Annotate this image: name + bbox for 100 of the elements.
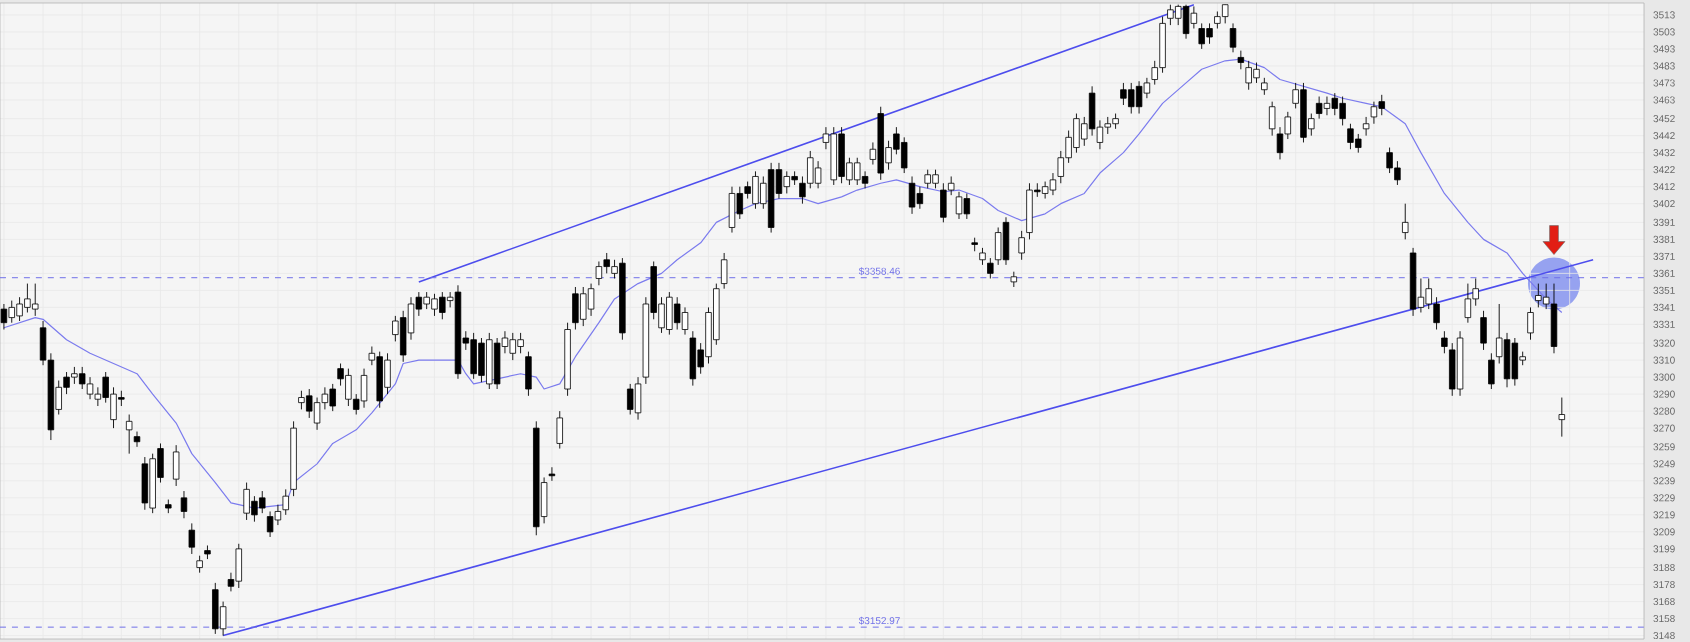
- candlestick: [673, 296, 681, 330]
- candlestick: [1441, 330, 1448, 354]
- candlestick: [360, 368, 368, 409]
- candlestick: [548, 466, 556, 482]
- candlestick: [32, 283, 39, 317]
- candlestick: [1182, 4, 1190, 40]
- candlestick: [1018, 230, 1025, 261]
- candlestick: [1041, 181, 1049, 199]
- candlestick: [1464, 283, 1472, 324]
- candlestick: [1511, 337, 1519, 387]
- candlestick: [517, 332, 524, 354]
- candlestick: [251, 495, 258, 523]
- candlestick: [376, 351, 383, 409]
- candlestick: [987, 257, 994, 279]
- candlestick: [1159, 16, 1166, 74]
- candlestick: [1347, 123, 1354, 150]
- candlestick: [470, 332, 477, 380]
- candlestick: [1323, 96, 1331, 116]
- candlestick: [16, 296, 23, 322]
- candlestick: [838, 126, 845, 184]
- candlestick: [298, 390, 305, 410]
- candlestick: [1449, 342, 1456, 397]
- candlestick: [940, 182, 947, 223]
- candlestick: [235, 543, 242, 589]
- candlestick: [1378, 94, 1385, 116]
- candlestick: [24, 283, 31, 313]
- candlestick: [1120, 82, 1127, 106]
- candlestick: [431, 293, 438, 317]
- candlestick: [932, 169, 939, 189]
- candlestick: [580, 286, 587, 327]
- candlestick: [266, 511, 274, 538]
- candlestick: [752, 170, 759, 210]
- candlestick: [1394, 160, 1401, 186]
- candlestick: [180, 490, 188, 519]
- candlestick: [125, 414, 133, 455]
- candlestick: [1527, 306, 1534, 341]
- candlestick: [133, 431, 141, 448]
- candlestick: [854, 157, 861, 186]
- candlestick: [1245, 60, 1252, 91]
- candlestick: [1488, 352, 1495, 390]
- candlestick: [908, 176, 916, 215]
- candlestick: [572, 286, 579, 330]
- candlestick: [1402, 203, 1409, 240]
- candlestick: [172, 444, 180, 487]
- candlestick: [994, 227, 1002, 266]
- candlestick: [259, 490, 266, 514]
- candlestick: [1480, 310, 1487, 351]
- candlestick: [963, 193, 971, 220]
- candlestick: [556, 410, 563, 449]
- candlestick: [1558, 397, 1566, 438]
- candlestick: [1206, 22, 1213, 45]
- candlestick: [916, 186, 924, 210]
- candlestick: [1073, 113, 1080, 154]
- candlestick: [1386, 147, 1393, 174]
- candlestick: [1503, 332, 1511, 388]
- candlestick: [345, 368, 352, 407]
- candlestick: [728, 186, 736, 234]
- candlestick: [1002, 216, 1010, 266]
- candlestick: [0, 303, 8, 330]
- candlestick: [689, 330, 697, 387]
- candlestick: [384, 352, 391, 395]
- candlestick: [1331, 92, 1338, 116]
- candlestick: [900, 136, 908, 174]
- candlestick: [1135, 80, 1143, 114]
- candlestick: [509, 332, 516, 361]
- candlestick: [666, 291, 673, 336]
- candlestick: [486, 332, 493, 390]
- candlestick: [478, 337, 485, 383]
- candlestick: [955, 191, 963, 220]
- candlestick: [1535, 283, 1542, 308]
- candlestick: [1433, 296, 1440, 330]
- candlestick: [439, 291, 446, 320]
- candlestick: [814, 160, 822, 189]
- candlestick: [8, 300, 15, 324]
- candlestick: [329, 383, 336, 412]
- candlestick: [595, 261, 603, 286]
- candlestick: [1339, 96, 1346, 126]
- candlestick: [830, 126, 837, 186]
- candlestick: [188, 522, 196, 555]
- candlestick: [783, 170, 790, 194]
- candlestick: [525, 351, 532, 397]
- candlestick: [243, 482, 250, 521]
- candlestick: [587, 283, 595, 317]
- candlestick: [212, 582, 219, 635]
- candlestick: [1237, 50, 1245, 70]
- candlestick: [86, 376, 94, 400]
- candlestick: [141, 456, 149, 511]
- candlestick: [626, 383, 634, 415]
- candlestick: [681, 306, 689, 336]
- candlestick: [924, 169, 931, 189]
- candlestick: [1253, 62, 1260, 84]
- candlestick: [1229, 22, 1237, 53]
- candlestick: [1026, 182, 1033, 240]
- candlestick: [1355, 133, 1362, 154]
- candlestick: [1550, 283, 1558, 354]
- candlestick: [861, 170, 869, 189]
- candlestick: [736, 186, 744, 220]
- candlestick: [1128, 82, 1135, 114]
- candlestick: [1300, 82, 1307, 143]
- candlestick: [493, 337, 501, 390]
